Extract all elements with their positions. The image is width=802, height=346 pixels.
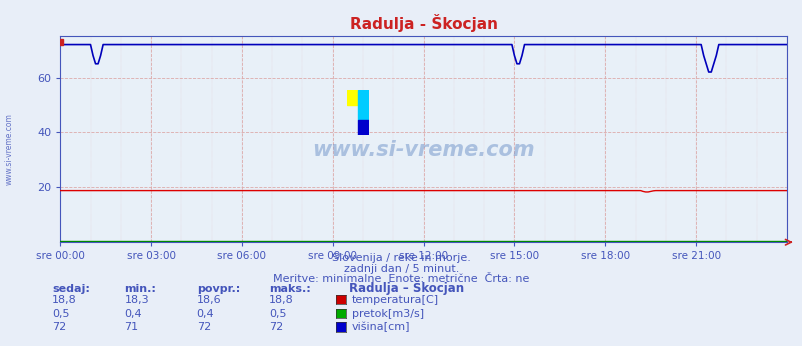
Text: 0,5: 0,5: [52, 309, 70, 319]
Bar: [346, 90, 358, 105]
Text: pretok[m3/s]: pretok[m3/s]: [351, 309, 423, 319]
Text: Radulja – Škocjan: Radulja – Škocjan: [349, 280, 464, 295]
Text: www.si-vreme.com: www.si-vreme.com: [312, 139, 534, 160]
Text: maks.:: maks.:: [269, 284, 310, 294]
Text: povpr.:: povpr.:: [196, 284, 240, 294]
Text: 18,6: 18,6: [196, 295, 221, 305]
Bar: [358, 105, 369, 120]
Bar: [358, 90, 369, 105]
Text: 0,5: 0,5: [269, 309, 286, 319]
Text: 72: 72: [52, 322, 67, 333]
Text: 71: 71: [124, 322, 139, 333]
Text: višina[cm]: višina[cm]: [351, 322, 410, 333]
Title: Radulja - Škocjan: Radulja - Škocjan: [349, 15, 497, 33]
Text: 18,8: 18,8: [52, 295, 77, 305]
Text: 72: 72: [196, 322, 211, 333]
Text: Meritve: minimalne  Enote: metrične  Črta: ne: Meritve: minimalne Enote: metrične Črta:…: [273, 274, 529, 284]
Text: www.si-vreme.com: www.si-vreme.com: [5, 113, 14, 185]
Text: temperatura[C]: temperatura[C]: [351, 295, 438, 305]
Text: sedaj:: sedaj:: [52, 284, 90, 294]
Text: min.:: min.:: [124, 284, 156, 294]
Text: 72: 72: [269, 322, 283, 333]
Text: zadnji dan / 5 minut.: zadnji dan / 5 minut.: [343, 264, 459, 274]
Text: 0,4: 0,4: [124, 309, 142, 319]
Text: 18,3: 18,3: [124, 295, 149, 305]
Bar: [358, 120, 369, 135]
Text: 0,4: 0,4: [196, 309, 214, 319]
Text: 18,8: 18,8: [269, 295, 294, 305]
Text: Slovenija / reke in morje.: Slovenija / reke in morje.: [332, 253, 470, 263]
